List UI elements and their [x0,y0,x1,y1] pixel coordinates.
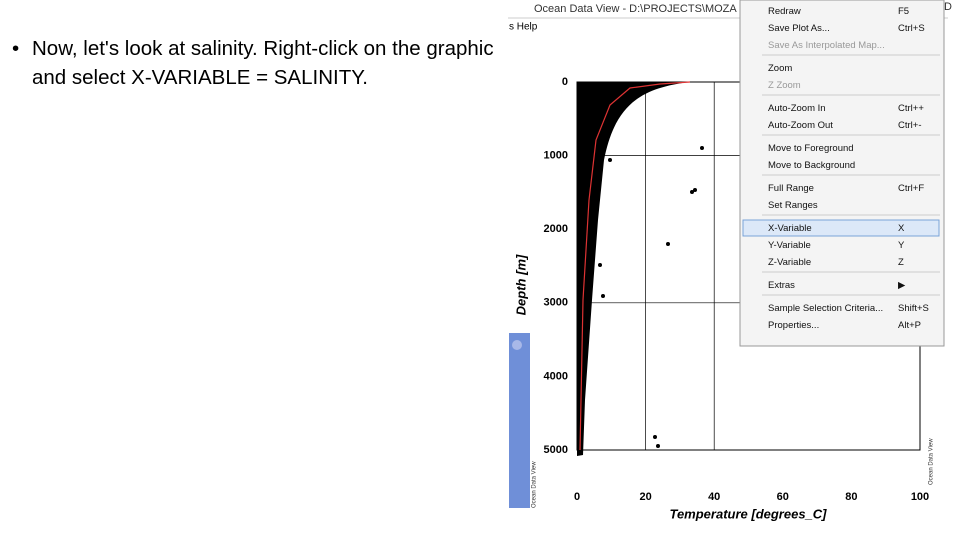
x-tick-label: 100 [911,491,929,503]
window-corner: D [944,1,952,13]
menu-item[interactable]: Auto-Zoom Out [768,120,833,131]
menu-item[interactable]: Full Range [768,183,814,194]
menu-item[interactable]: Y-Variable [768,240,811,251]
x-axis-label: Temperature [degrees_C] [669,506,827,521]
stray-points [598,146,704,448]
menu-shortcut: ▶ [898,280,906,291]
menu-shortcut: F5 [898,6,909,17]
menu-item[interactable]: Set Ranges [768,200,818,211]
menu-item[interactable]: Z-Variable [768,257,811,268]
map-strip [509,333,530,508]
menu-highlight [742,219,940,237]
x-tick-label: 80 [845,491,857,503]
scatter-cloud [577,82,690,456]
menu-shortcut: Ctrl+F [898,183,924,194]
menu-item[interactable]: Move to Background [768,160,855,171]
menu-shortcut: Z [898,257,904,268]
y-tick-label: 2000 [544,223,568,235]
menu-item[interactable]: Redraw [768,6,801,17]
map-watermark: Ocean Data View [532,461,538,508]
bullet-text: Now, let's look at salinity. Right-click… [8,34,502,92]
menu-item[interactable]: Properties... [768,320,819,331]
menu-item[interactable]: Save As Interpolated Map... [768,40,885,51]
menu-shortcut: Ctrl+S [898,23,925,34]
menu-item[interactable]: X-Variable [768,223,812,234]
y-tick-label: 3000 [544,297,568,309]
x-tick-label: 0 [574,491,580,503]
mean-curve [579,81,691,451]
menu-frame [739,0,945,347]
menu-shortcut: Ctrl++ [898,103,924,114]
y-tick-label: 5000 [544,444,568,456]
y-axis-label: Depth [m] [513,254,528,315]
menu-shortcut: Y [898,240,905,251]
context-menu: Redraw F5 Save Plot As... Ctrl+S Save As Int… [739,0,945,347]
menu-item[interactable]: Move to Foreground [768,143,854,154]
plot-watermark: Ocean Data View [929,438,935,485]
menu-item[interactable]: Auto-Zoom In [768,103,826,114]
x-tick-label: 20 [639,491,651,503]
menu-shortcut: Shift+S [898,303,929,314]
window-title: Ocean Data View - D:\PROJECTS\MOZA [534,3,737,15]
y-tick-label: 1000 [544,150,568,162]
menu-item[interactable]: Extras [768,280,795,291]
map-feature [512,340,522,350]
menu-item[interactable]: Save Plot As... [768,23,830,34]
menu-bar[interactable]: s Help [509,22,538,33]
menu-item[interactable]: Sample Selection Criteria... [768,303,883,314]
menu-shortcut: Alt+P [898,320,921,331]
menu-item[interactable]: Zoom [768,63,792,74]
y-tick-label: 4000 [544,370,568,382]
x-tick-label: 60 [777,491,789,503]
menu-item[interactable]: Z Zoom [768,80,801,91]
x-tick-label: 40 [708,491,720,503]
menu-shortcut: Ctrl+- [898,120,922,131]
y-tick-label: 0 [562,76,568,88]
menu-shortcut: X [898,223,905,234]
